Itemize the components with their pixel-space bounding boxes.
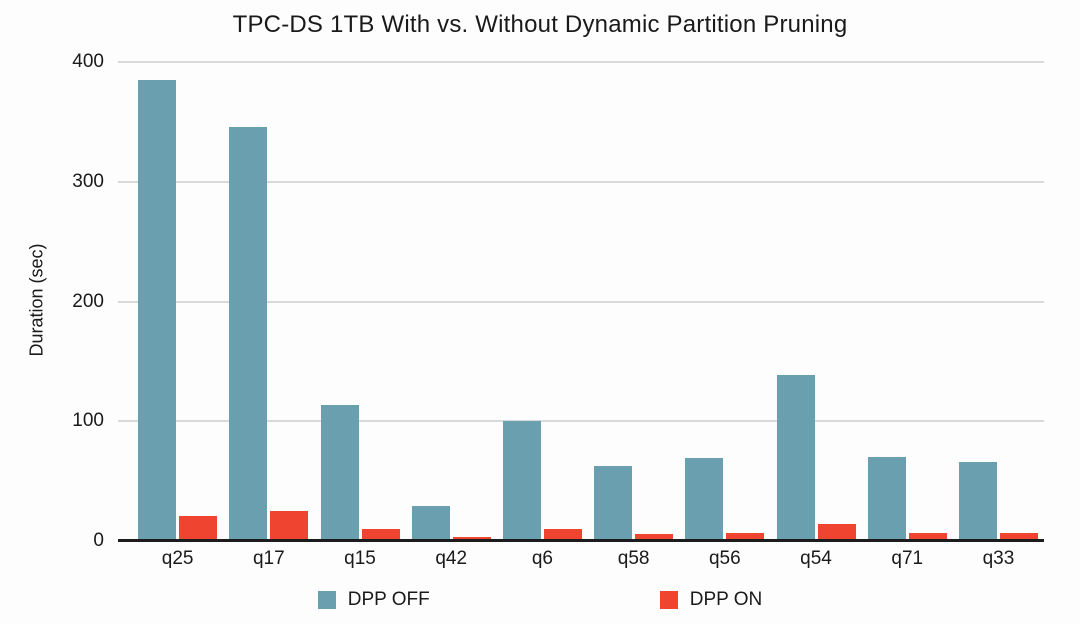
bar-group-q6 (497, 62, 588, 541)
bar-q6-dpp-on (543, 529, 582, 541)
bar-group-q54 (770, 62, 861, 541)
bar-group-q17 (223, 62, 314, 541)
x-tick-label-q6: q6 (531, 548, 553, 569)
bar-group-q56 (679, 62, 770, 541)
bar-group-q33 (953, 62, 1044, 541)
y-axis-ticks: 0 100 200 300 400 (0, 51, 104, 551)
bar-q42-dpp-off (411, 506, 450, 541)
gridline-400 (118, 61, 1044, 63)
bar-q6-dpp-off (502, 421, 541, 541)
bar-q25-dpp-off (138, 79, 177, 541)
legend-item-dpp-off: DPP OFF (317, 589, 430, 611)
bar-q25-dpp-on (179, 515, 218, 541)
bar-q15-dpp-on (361, 529, 400, 541)
plot-area (118, 61, 1044, 542)
bar-group-q71 (862, 62, 953, 541)
bar-group-q58 (588, 62, 679, 541)
bar-q17-dpp-on (270, 511, 309, 541)
x-tick-label-q33: q33 (982, 548, 1015, 569)
legend-item-dpp-on: DPP ON (659, 589, 763, 611)
bar-q58-dpp-on (635, 533, 674, 541)
bar-group-q25 (132, 62, 223, 541)
x-tick-label-q54: q54 (800, 548, 832, 569)
legend: DPP OFF DPP ON (0, 589, 1080, 611)
bar-q15-dpp-off (320, 404, 359, 541)
x-tick-label-q58: q58 (617, 548, 650, 569)
x-axis-labels: q25 q17 q15 q42 q6 q58 q56 q54 q71 q33 (118, 548, 1044, 570)
bar-q58-dpp-off (594, 465, 633, 541)
bar-q71-dpp-off (867, 457, 906, 541)
x-tick-label-q25: q25 (161, 548, 194, 569)
y-tick-label-400: 400 (72, 51, 104, 72)
legend-label: DPP OFF (347, 589, 430, 610)
bar-q33-dpp-off (958, 461, 997, 541)
x-axis-line (118, 539, 1044, 542)
bar-q17-dpp-off (229, 126, 268, 541)
bar-q54-dpp-on (817, 524, 856, 541)
x-tick-label-q71: q71 (891, 548, 924, 569)
legend-swatch-icon (659, 591, 678, 609)
x-tick-label-q15: q15 (344, 548, 376, 569)
bar-group-q15 (314, 62, 405, 541)
bar-q71-dpp-on (908, 532, 947, 541)
bars-row (118, 62, 1044, 541)
bar-q54-dpp-off (776, 374, 815, 541)
y-tick-label-0: 0 (93, 530, 104, 551)
legend-label: DPP ON (689, 589, 763, 610)
x-tick-label-q56: q56 (708, 548, 741, 569)
legend-swatch-icon (317, 591, 336, 609)
gridline-100 (118, 420, 1044, 423)
bar-q56-dpp-off (685, 458, 724, 541)
y-tick-label-300: 300 (72, 170, 104, 192)
bar-q33-dpp-on (999, 532, 1038, 541)
gridline-300 (118, 180, 1044, 183)
bar-group-q42 (406, 62, 497, 541)
bar-q56-dpp-on (726, 532, 765, 541)
x-tick-label-q17: q17 (252, 548, 285, 569)
y-tick-label-200: 200 (72, 290, 104, 312)
gridline-200 (118, 300, 1044, 303)
y-tick-label-100: 100 (72, 410, 104, 432)
chart-title: TPC-DS 1TB With vs. Without Dynamic Part… (232, 11, 848, 38)
x-tick-label-q42: q42 (435, 548, 468, 569)
